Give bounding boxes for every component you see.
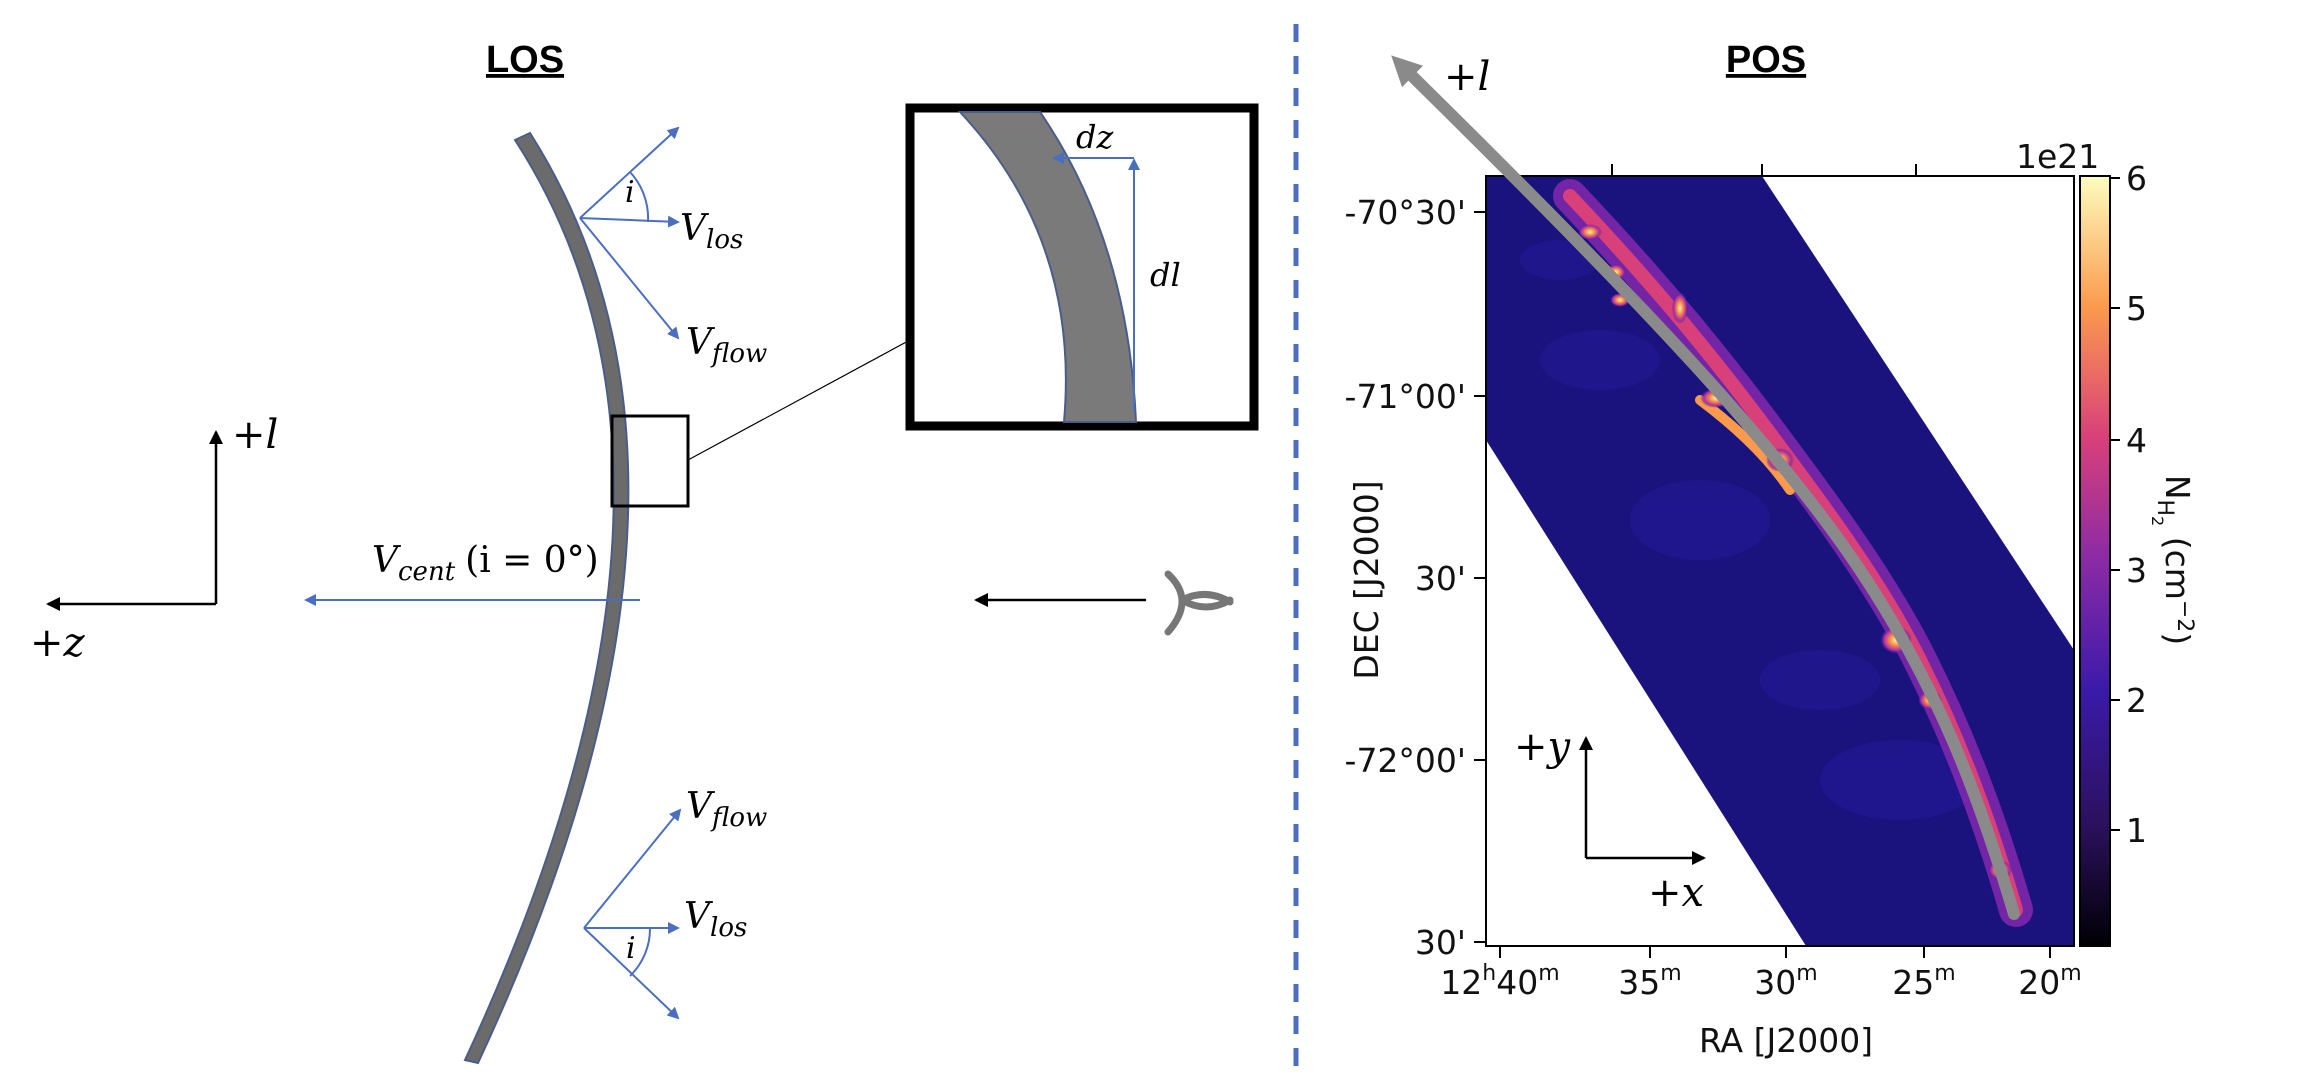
pos-axes <box>1579 736 1706 865</box>
pos-title: POS <box>1726 39 1806 81</box>
filament-path-arrow <box>1391 55 2020 920</box>
angle-i-top-label: i <box>625 175 635 210</box>
y-tick-label: 30' <box>1415 923 1466 962</box>
inset-dz-label: dz <box>1076 118 1114 156</box>
colorbar-tick-label: 5 <box>2126 289 2147 328</box>
map-top-ticks <box>1611 164 1917 176</box>
map-frame <box>1485 175 2075 947</box>
y-axis-ticks <box>1474 211 1486 943</box>
vcent-label: Vcent (i = 0°) <box>372 540 599 587</box>
angle-i-bottom-label: i <box>626 931 636 966</box>
axis-z-label: +z <box>30 620 86 666</box>
axis-l-label: +l <box>232 412 278 458</box>
inset-zoom <box>905 103 1259 431</box>
map-coverage-strip <box>1486 176 2074 946</box>
inset-dl-label: dl <box>1150 256 1181 294</box>
x-tick-label: 35m <box>1618 961 1681 1002</box>
y-axis-label: DEC [J2000] <box>1347 480 1386 679</box>
colorbar-tick-label: 3 <box>2126 551 2147 590</box>
column-density-map <box>1486 176 2074 946</box>
los-panel: LOS i Vlos Vflow Vcent (i = 0°) +l +z <box>30 39 1259 1065</box>
colorbar <box>2079 175 2111 947</box>
los-title: LOS <box>486 39 564 81</box>
vflow-bottom-label: Vflow <box>686 786 767 833</box>
colorbar-ticks <box>2110 177 2120 831</box>
colorbar-tick-label: 4 <box>2126 421 2147 460</box>
axis-y-label: +y <box>1514 724 1572 770</box>
pos-panel: POS <box>1345 39 2197 1060</box>
y-tick-label: -72°00' <box>1345 741 1466 780</box>
x-tick-label: 20m <box>2018 961 2081 1002</box>
x-axis-label: RA [J2000] <box>1699 1021 1873 1060</box>
axis-x-label: +x <box>1648 870 1704 916</box>
vlos-bottom-label: Vlos <box>684 896 747 943</box>
bottom-velocity-vectors <box>583 808 682 1020</box>
colorbar-tick-label: 2 <box>2126 681 2147 720</box>
x-tick-label: 30m <box>1754 961 1817 1002</box>
zoom-connector <box>687 339 911 461</box>
vlos-top-label: Vlos <box>680 208 743 255</box>
vflow-top-label: Vflow <box>686 322 767 369</box>
zoom-box <box>610 414 690 508</box>
y-tick-label: 30' <box>1415 559 1466 598</box>
colorbar-exponent: 1e21 <box>2016 137 2099 176</box>
top-velocity-vectors <box>579 126 680 340</box>
x-tick-label: 25m <box>1892 961 1955 1002</box>
x-tick-label: 12h40m <box>1440 961 1559 1002</box>
colorbar-label: NH2 (cm−2) <box>2148 475 2197 645</box>
colorbar-tick-label: 1 <box>2126 811 2147 850</box>
observer-eye-icon <box>1164 570 1234 636</box>
colorbar-tick-label: 6 <box>2126 159 2147 198</box>
y-tick-label: -71°00' <box>1345 377 1466 416</box>
x-axis-ticks <box>1499 946 2051 958</box>
los-axes <box>46 430 223 611</box>
y-tick-label: -70°30' <box>1345 193 1466 232</box>
path-l-label: +l <box>1444 54 1490 100</box>
curved-filament <box>463 131 630 1065</box>
